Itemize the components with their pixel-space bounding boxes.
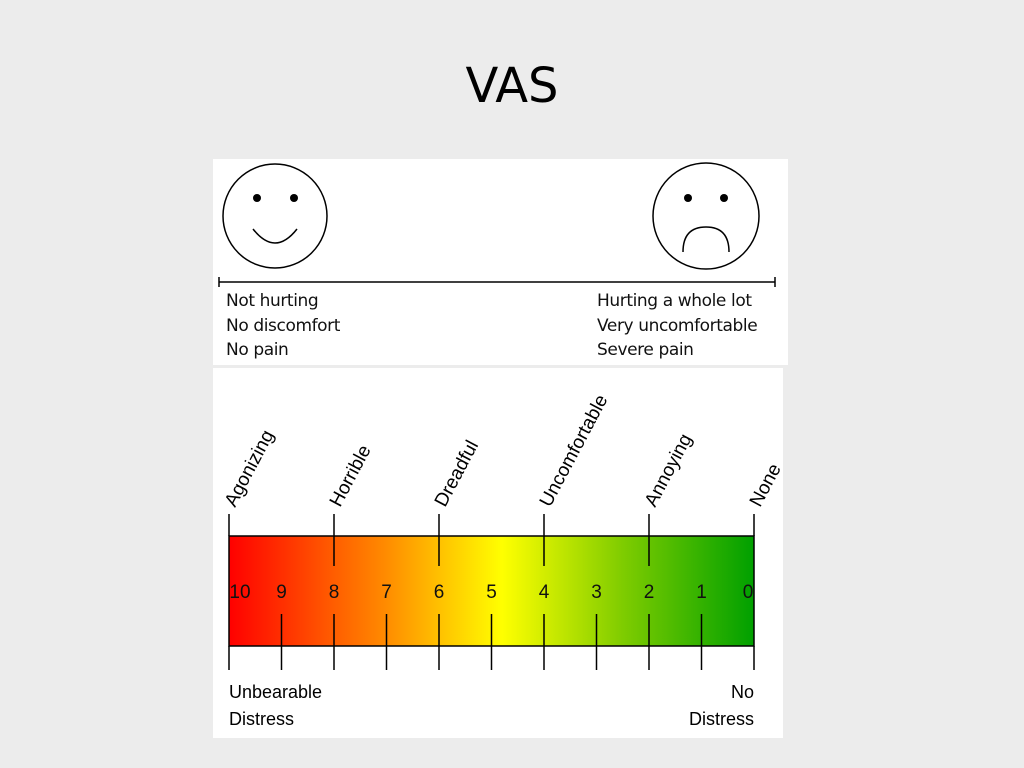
left-description: Not hurting No discomfort No pain (226, 289, 340, 363)
scale-number-5: 5 (486, 582, 497, 603)
right-line-3: Severe pain (597, 340, 694, 360)
scale-number-8: 8 (329, 582, 340, 603)
numeric-scale-panel: 10 9 8 7 6 5 4 3 2 1 0 Agonizing Horrible Dreadful Un… (213, 368, 783, 738)
scale-descriptors: Agonizing Horrible Dreadful Uncomfortable An… (221, 391, 783, 510)
scale-number-2: 2 (644, 582, 655, 603)
scale-ticks (228, 514, 755, 670)
face-scale-graphic (218, 162, 776, 287)
scale-number-0: 0 (743, 582, 754, 603)
scale-number-1: 1 (696, 582, 707, 603)
left-end-label: Unbearable Distress (229, 679, 322, 733)
right-end-label: No Distress (689, 679, 754, 733)
smiley-face-icon (222, 163, 328, 269)
slide-title: VAS (465, 58, 559, 114)
descriptor-annoying: Annoying (641, 431, 697, 511)
descriptor-uncomfortable: Uncomfortable (536, 391, 613, 510)
left-line-2: No discomfort (226, 315, 341, 336)
descriptor-dreadful: Dreadful (431, 437, 483, 510)
right-end-line-1: No (730, 682, 754, 702)
scale-number-4: 4 (539, 582, 550, 603)
right-end-line-2: Distress (688, 709, 754, 729)
face-scale-panel: Not hurting No discomfort No pain Hurtin… (213, 159, 788, 365)
scale-number-9: 9 (276, 582, 287, 603)
left-end-line-1: Unbearable (229, 682, 323, 702)
numeric-scale-graphic: 10 9 8 7 6 5 4 3 2 1 0 Agonizing Horrible Dreadful Un… (221, 391, 783, 670)
scale-number-10: 10 (229, 582, 250, 603)
right-description: Hurting a whole lot Very uncomfortable S… (597, 289, 758, 363)
scale-number-7: 7 (381, 582, 392, 603)
sad-face-icon (652, 162, 760, 270)
right-line-2: Very uncomfortable (597, 315, 758, 336)
face-scale-line (218, 277, 776, 287)
left-end-line-2: Distress (229, 709, 295, 729)
scale-number-3: 3 (591, 582, 602, 603)
descriptor-none: None (746, 460, 783, 510)
descriptor-agonizing: Agonizing (221, 427, 279, 511)
scale-number-6: 6 (434, 582, 445, 603)
left-line-3: No pain (226, 340, 289, 360)
right-line-1: Hurting a whole lot (597, 291, 752, 311)
scale-numbers: 10 9 8 7 6 5 4 3 2 1 0 (229, 582, 753, 603)
left-line-1: Not hurting (226, 291, 319, 311)
descriptor-horrible: Horrible (326, 442, 376, 511)
